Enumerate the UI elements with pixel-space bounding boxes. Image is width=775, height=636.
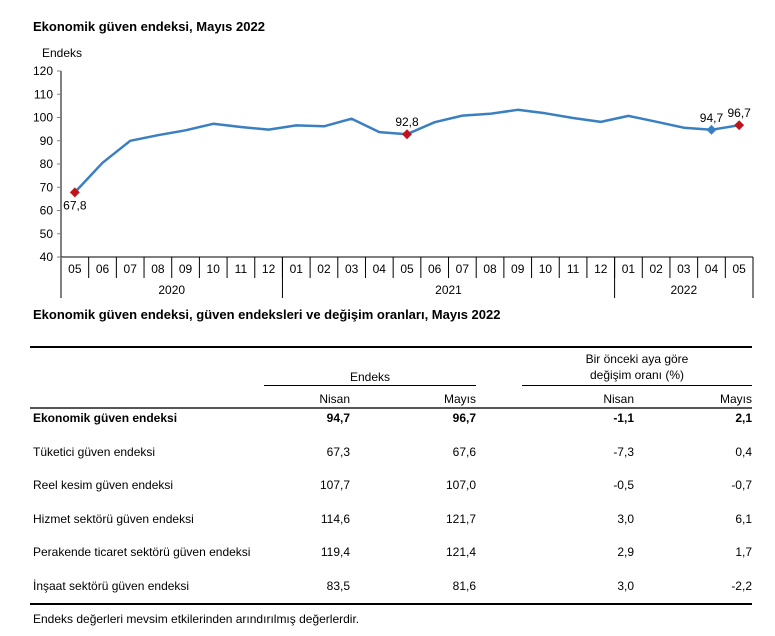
year-label: 2020 — [158, 283, 185, 297]
row-value: -7,3 — [613, 444, 634, 459]
y-tick-label: 120 — [33, 64, 53, 78]
row-value: 81,6 — [452, 578, 476, 593]
data-marker — [706, 124, 717, 135]
y-tick-label: 110 — [34, 87, 53, 101]
table-bottom-rule — [30, 603, 752, 605]
row-label: Reel kesim güven endeksi — [33, 478, 174, 492]
row-value: -0,7 — [731, 478, 752, 492]
header-bottom-rule — [30, 407, 752, 409]
row-value: 3,0 — [617, 511, 634, 526]
x-tick-label: 12 — [262, 262, 276, 276]
x-tick-label: 12 — [594, 262, 608, 276]
x-tick-label: 02 — [649, 262, 663, 276]
x-tick-label: 07 — [456, 262, 470, 276]
row-label: Ekonomik güven endeksi — [33, 411, 178, 425]
x-tick-label: 05 — [732, 262, 746, 276]
data-label: 96,7 — [727, 106, 751, 120]
row-value: 107,7 — [319, 478, 350, 492]
header-index: Endeks — [349, 370, 391, 384]
x-tick-label: 08 — [483, 262, 497, 276]
row-value: 121,7 — [445, 511, 476, 526]
x-tick-label: 01 — [622, 262, 636, 276]
header-change-rule — [522, 385, 752, 386]
subheader-change-april: Nisan — [603, 392, 634, 406]
row-value: 2,9 — [617, 545, 634, 559]
x-tick-label: 05 — [400, 262, 414, 276]
data-label: 67,8 — [63, 198, 87, 212]
row-value: 121,4 — [445, 545, 476, 559]
year-label: 2022 — [670, 283, 697, 297]
row-value: 67,3 — [326, 444, 350, 459]
row-value: -2,2 — [731, 578, 752, 593]
row-value: 114,6 — [320, 511, 350, 526]
y-tick-label: 90 — [40, 134, 54, 148]
row-value: 83,5 — [326, 578, 350, 593]
year-label: 2021 — [435, 283, 462, 297]
x-tick-label: 05 — [68, 262, 82, 276]
footnote: Endeks değerleri mevsim etkilerinden arı… — [33, 612, 360, 626]
data-label: 94,7 — [700, 111, 724, 125]
row-value: 0,4 — [735, 444, 752, 459]
y-tick-label: 100 — [33, 111, 53, 125]
y-tick-label: 60 — [40, 204, 54, 218]
header-change-line1: Bir önceki aya göre — [585, 352, 689, 366]
subheader-change-may: Mayıs — [719, 392, 752, 406]
row-value: 2,1 — [735, 411, 752, 425]
x-tick-label: 10 — [207, 262, 221, 276]
row-value: 3,0 — [617, 578, 634, 593]
data-marker — [69, 187, 80, 198]
y-tick-label: 70 — [40, 180, 54, 194]
header-change-line2: değişim oranı (%) — [589, 368, 685, 382]
row-value: -0,5 — [613, 478, 634, 492]
x-tick-label: 03 — [677, 262, 691, 276]
x-tick-label: 06 — [96, 262, 110, 276]
row-value: 6,1 — [735, 511, 752, 526]
x-tick-label: 11 — [235, 262, 248, 276]
x-tick-label: 04 — [705, 262, 719, 276]
x-tick-label: 10 — [539, 262, 553, 276]
row-value: 96,7 — [452, 411, 476, 425]
row-value: 94,7 — [326, 411, 350, 425]
data-marker — [734, 120, 745, 131]
y-axis-label: Endeks — [42, 46, 82, 60]
x-tick-label: 02 — [317, 262, 331, 276]
chart-title: Ekonomik güven endeksi, Mayıs 2022 — [33, 19, 265, 34]
row-label: Perakende ticaret sektörü güven endeksi — [33, 545, 251, 559]
chart-axes: 40 50 60 70 80 90 100 110 120 05 06 07 08 09 10 11 12 01 0… — [33, 64, 754, 298]
y-tick-label: 50 — [40, 227, 54, 241]
row-value: 107,0 — [445, 478, 476, 492]
y-tick-label: 40 — [40, 250, 54, 264]
y-tick-label: 80 — [40, 157, 54, 171]
x-tick-label: 08 — [151, 262, 165, 276]
x-tick-label: 09 — [179, 262, 193, 276]
x-tick-label: 04 — [373, 262, 387, 276]
row-value: 119,4 — [320, 545, 350, 559]
data-marker — [402, 129, 412, 140]
row-value: 1,7 — [735, 545, 752, 559]
subheader-index-april: Nisan — [319, 392, 350, 406]
x-tick-label: 01 — [290, 262, 304, 276]
marker-layer: 67,8 92,8 94,7 96,7 — [63, 106, 751, 212]
x-tick-label: 03 — [345, 262, 359, 276]
table-title: Ekonomik güven endeksi, güven endeksleri… — [33, 307, 501, 322]
data-label: 92,8 — [395, 115, 419, 129]
x-tick-label: 09 — [511, 262, 525, 276]
x-tick-label: 11 — [567, 262, 580, 276]
row-label: İnşaat sektörü güven endeksi — [33, 578, 190, 593]
row-label: Tüketici güven endeksi — [33, 444, 156, 459]
x-tick-label: 06 — [428, 262, 442, 276]
x-tick-label: 07 — [124, 262, 138, 276]
row-value: 67,6 — [452, 444, 476, 459]
row-label: Hizmet sektörü güven endeksi — [33, 511, 194, 526]
header-index-rule — [264, 385, 476, 386]
row-value: -1,1 — [613, 411, 634, 425]
subheader-index-may: Mayıs — [443, 392, 476, 406]
table-top-rule — [30, 346, 752, 348]
